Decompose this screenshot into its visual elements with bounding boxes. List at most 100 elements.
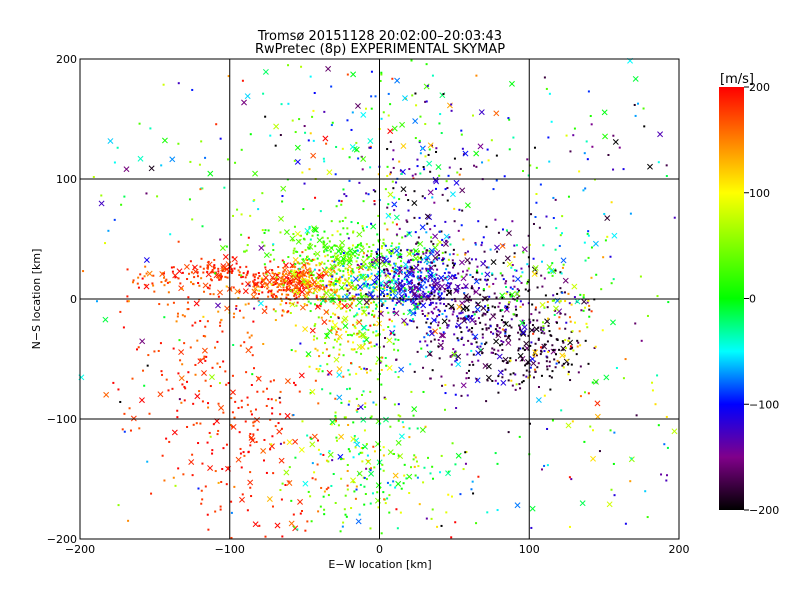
data-point (364, 295, 367, 298)
data-point-cross (375, 482, 382, 489)
data-point (591, 429, 594, 432)
data-point (407, 295, 410, 298)
data-point-cross (312, 287, 319, 294)
data-point (230, 511, 233, 514)
data-point (365, 243, 368, 246)
data-point (429, 350, 432, 353)
data-point (501, 309, 504, 312)
data-point (184, 387, 187, 390)
data-point (582, 294, 585, 297)
data-point (209, 271, 212, 274)
data-point (333, 260, 336, 263)
data-point (423, 336, 426, 339)
data-point (509, 357, 512, 360)
data-point (432, 248, 435, 251)
data-point (471, 360, 474, 363)
data-point (163, 479, 166, 482)
data-point (246, 396, 249, 399)
data-point (328, 283, 331, 286)
data-point (463, 292, 466, 295)
data-point (481, 328, 484, 331)
data-point (539, 353, 542, 356)
data-point (540, 331, 543, 334)
data-point (414, 474, 417, 477)
data-point (545, 360, 548, 363)
data-point-cross (234, 288, 241, 295)
data-point (195, 422, 198, 425)
data-point (371, 313, 374, 316)
data-point (366, 274, 369, 277)
data-point (476, 265, 479, 268)
data-point (576, 339, 579, 342)
data-point (441, 279, 444, 282)
data-point (490, 139, 493, 142)
data-point (642, 107, 645, 110)
data-point (395, 181, 398, 184)
data-point (460, 224, 463, 227)
data-point-cross (387, 449, 394, 456)
data-point (380, 252, 383, 255)
data-point (589, 425, 592, 428)
data-point-cross (420, 302, 427, 309)
data-point (513, 255, 516, 258)
data-point (487, 306, 490, 309)
data-point-cross (247, 479, 254, 486)
data-point (415, 104, 418, 107)
data-point (301, 420, 304, 423)
data-point (570, 478, 573, 481)
data-point (167, 291, 170, 294)
data-point (453, 220, 456, 223)
data-point (323, 262, 326, 265)
data-point (250, 495, 253, 498)
data-point (187, 371, 190, 374)
data-point (353, 288, 356, 291)
data-point-cross (337, 453, 344, 460)
data-point-cross (283, 229, 290, 236)
data-point (552, 294, 555, 297)
data-point (454, 521, 457, 524)
data-point (257, 277, 260, 280)
x-tick-label: 200 (669, 543, 690, 556)
data-point (482, 312, 485, 315)
data-point (422, 366, 425, 369)
data-point (335, 258, 338, 261)
data-point (315, 277, 318, 280)
data-point (369, 255, 372, 258)
data-point (387, 311, 390, 314)
data-point (334, 416, 337, 419)
data-point (297, 269, 300, 272)
data-point (383, 295, 386, 298)
data-point (484, 323, 487, 326)
data-point (590, 123, 593, 126)
data-point-cross (427, 272, 434, 278)
data-point (274, 425, 277, 428)
data-point (157, 349, 160, 352)
data-point (374, 95, 377, 98)
data-point (278, 289, 281, 292)
data-point (402, 321, 405, 324)
data-point (265, 471, 268, 474)
data-point (421, 195, 424, 198)
data-point (272, 243, 275, 246)
data-point-cross (460, 382, 467, 389)
data-point (247, 302, 250, 305)
data-point (334, 420, 337, 423)
data-point (425, 267, 428, 270)
data-point-cross (363, 299, 370, 306)
data-point (200, 489, 203, 492)
data-point (423, 247, 426, 250)
data-point (431, 312, 434, 315)
data-point (427, 326, 430, 329)
data-point (335, 205, 338, 208)
data-point (656, 374, 659, 377)
data-point (549, 388, 552, 391)
data-point (522, 347, 525, 350)
data-point-cross (262, 68, 269, 75)
data-point (250, 383, 253, 386)
data-point (651, 389, 654, 392)
data-point (199, 422, 202, 425)
data-point (409, 291, 412, 294)
data-point (281, 482, 284, 485)
data-point (418, 503, 421, 506)
data-point (372, 243, 375, 246)
